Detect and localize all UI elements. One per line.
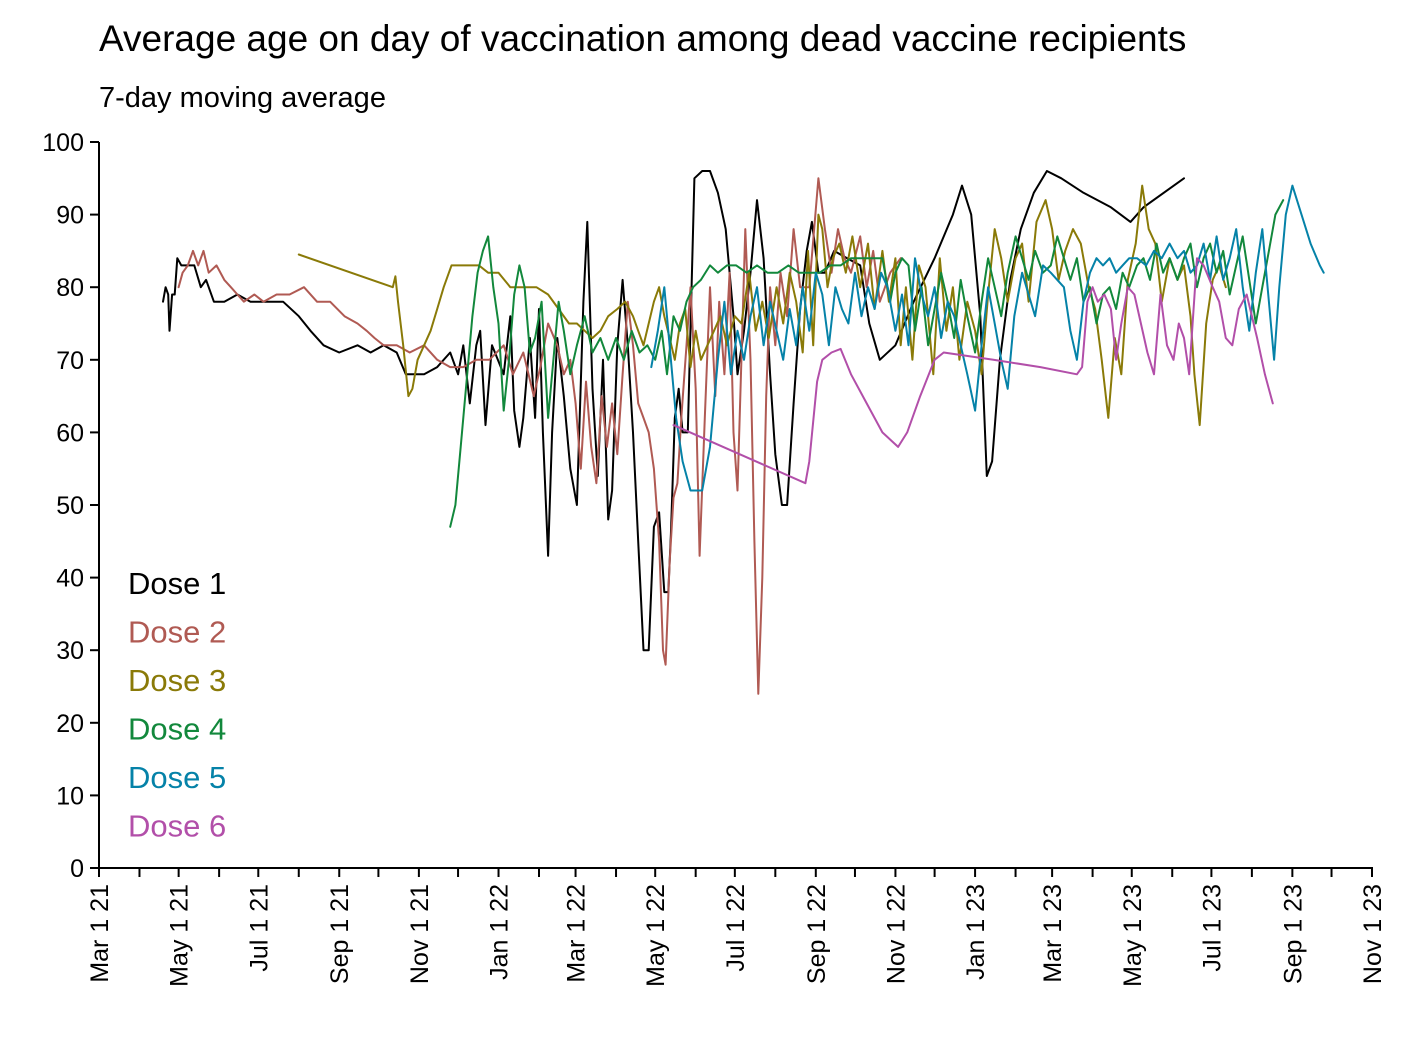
x-tick-label: Sep 1 22 [803, 884, 831, 984]
x-tick-label: Jan 1 22 [486, 884, 514, 980]
legend-entry-dose-3: Dose 3 [128, 663, 226, 698]
y-tick-label: 90 [56, 202, 84, 230]
x-tick-label: Mar 1 22 [563, 884, 591, 983]
series-line-dose-5 [650, 184, 1325, 492]
x-tick-label: Jul 1 21 [245, 884, 273, 972]
x-tick-label: Mar 1 21 [86, 884, 114, 983]
axes: 0 10 20 30 40 50 60 70 80 90 100 Mar 1 21 May 1 21 Ju… [42, 129, 1387, 987]
y-tick-label: 20 [56, 710, 84, 738]
x-tick-label: Jul 1 22 [722, 884, 750, 972]
x-tick-label: May 1 23 [1119, 884, 1147, 987]
chart-subtitle: 7-day moving average [99, 82, 386, 114]
legend-entry-dose-2: Dose 2 [128, 615, 226, 650]
y-tick-label: 100 [42, 129, 84, 157]
y-tick-label: 40 [56, 565, 84, 593]
x-tick-label: Mar 1 23 [1039, 884, 1067, 983]
y-tick-label: 10 [56, 782, 84, 810]
x-tick-label: May 1 21 [166, 884, 194, 987]
x-tick-label: Nov 1 23 [1359, 884, 1387, 984]
y-tick-label: 0 [70, 855, 84, 883]
y-tick-label: 50 [56, 492, 84, 520]
x-tick-label: Jul 1 23 [1198, 884, 1226, 972]
y-tick-label: 30 [56, 637, 84, 665]
x-tick-label: Nov 1 22 [882, 884, 910, 984]
series-line-dose-1 [162, 170, 1185, 652]
legend: Dose 1 Dose 2 Dose 3 Dose 4 Dose 5 Dose 6 [128, 566, 226, 844]
x-tick-label: Sep 1 23 [1279, 884, 1307, 984]
series-line-dose-6 [672, 257, 1274, 485]
legend-entry-dose-1: Dose 1 [128, 566, 226, 601]
legend-entry-dose-5: Dose 5 [128, 760, 226, 795]
legend-entry-dose-6: Dose 6 [128, 809, 226, 844]
series-lines [162, 170, 1325, 695]
legend-entry-dose-4: Dose 4 [128, 712, 226, 747]
y-tick-label: 60 [56, 419, 84, 447]
x-tick-label: Nov 1 21 [406, 884, 434, 984]
y-tick-label: 80 [56, 274, 84, 302]
x-tick-label: Sep 1 21 [326, 884, 354, 984]
x-tick-label: Jan 1 23 [962, 884, 990, 980]
chart-title: Average age on day of vaccination among … [99, 18, 1187, 59]
x-tick-label: May 1 22 [642, 884, 670, 987]
y-tick-label: 70 [56, 347, 84, 375]
